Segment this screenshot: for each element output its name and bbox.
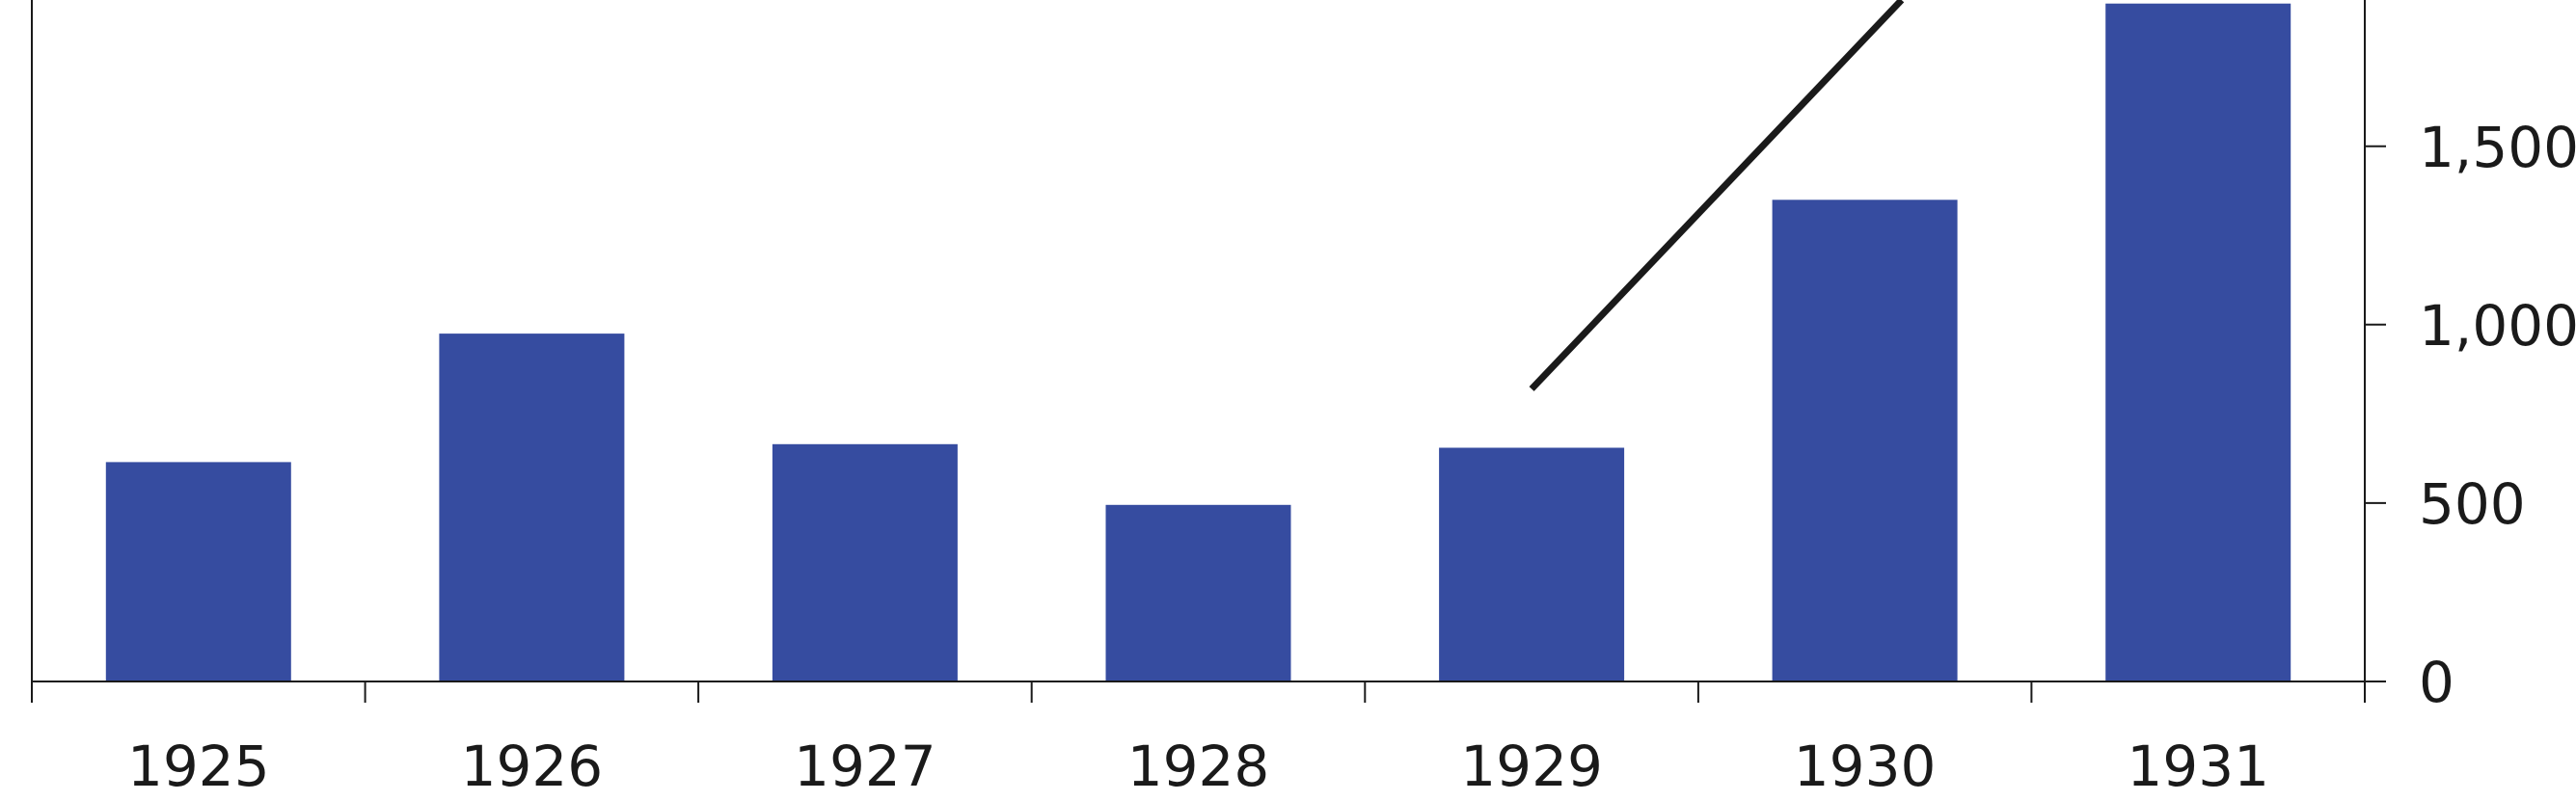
- y-tick-label: 1,500: [2419, 115, 2576, 180]
- x-axis-tick-labels: 1925 1926 1927 1928 1929 1930 1931: [127, 734, 2269, 799]
- y-axis-ticks: [2365, 145, 2386, 682]
- x-tick-label-1929: 1929: [1460, 734, 1603, 799]
- x-tick-label-1930: 1930: [1794, 734, 1937, 799]
- y-axis-tick-labels: 0 500 1,000 1,500: [2419, 115, 2576, 715]
- x-tick-label-1931: 1931: [2127, 734, 2269, 799]
- trend-line: [1529, 0, 1905, 391]
- bar-1925: [105, 462, 291, 681]
- y-tick-label: 500: [2419, 471, 2526, 537]
- bar-1928: [1105, 504, 1291, 681]
- x-tick-label-1928: 1928: [1127, 734, 1270, 799]
- bar-1926: [439, 334, 625, 681]
- y-tick-label: 1,000: [2419, 293, 2576, 359]
- y-tick-label: 0: [2419, 650, 2454, 715]
- plot-area: [105, 0, 2291, 682]
- bar-1927: [772, 443, 958, 681]
- x-tick-label-1926: 1926: [461, 734, 604, 799]
- x-tick-label-1925: 1925: [127, 734, 270, 799]
- bar-1931: [2105, 3, 2291, 681]
- x-axis-ticks: [31, 681, 2366, 703]
- bar-1930: [1772, 200, 1958, 682]
- x-tick-label-1927: 1927: [794, 734, 936, 799]
- bar-1929: [1439, 447, 1625, 681]
